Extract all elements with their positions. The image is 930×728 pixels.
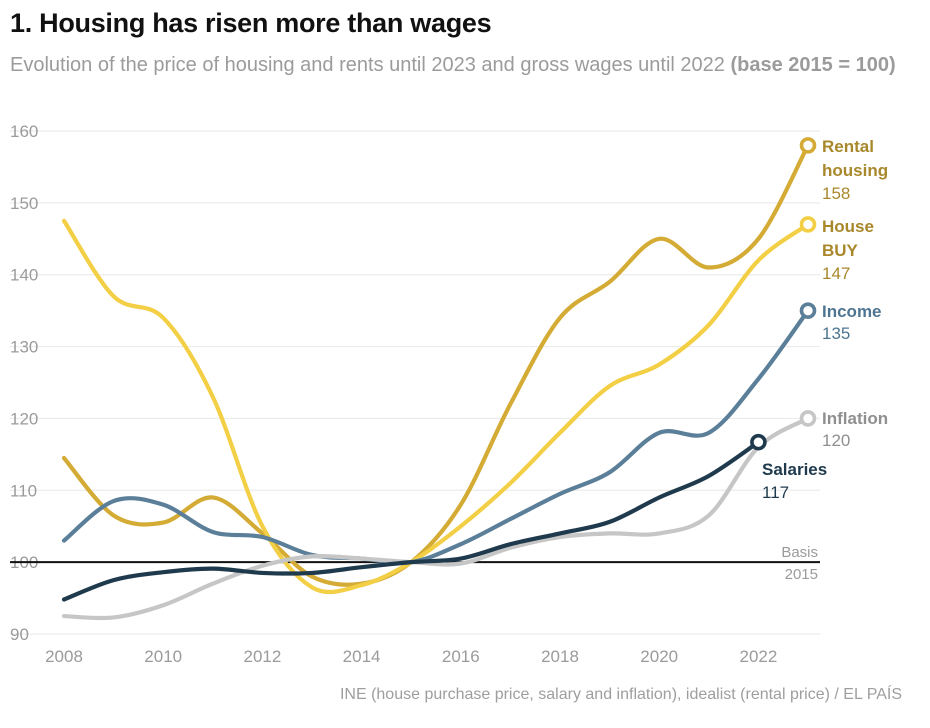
y-tick-label: 120 xyxy=(10,409,38,428)
rental-end-marker xyxy=(799,137,817,154)
x-axis-ticks: 2008 2010 2012 2014 2016 2018 2020 2022 xyxy=(45,647,777,666)
chart-title: 1. Housing has risen more than wages xyxy=(10,8,492,38)
x-tick-label: 2016 xyxy=(442,647,480,666)
series-lines xyxy=(61,143,811,621)
y-tick-label: 130 xyxy=(10,338,38,357)
income-label: Income xyxy=(822,302,882,321)
inflation-series-line xyxy=(61,416,811,621)
y-tick-label: 140 xyxy=(10,266,38,285)
x-tick-label: 2018 xyxy=(541,647,579,666)
x-tick-label: 2022 xyxy=(739,647,777,666)
inflation-end-marker xyxy=(799,410,817,427)
baseline-label: Basis xyxy=(781,544,818,561)
baseline-year-label: 2015 xyxy=(785,566,818,583)
series-labels: Rental housing 158 House BUY 147 Income 135 Infl… xyxy=(762,137,888,502)
rental-value: 158 xyxy=(822,184,850,203)
subtitle-text: Evolution of the price of housing and re… xyxy=(10,54,725,76)
source-note: INE (house purchase price, salary and in… xyxy=(339,686,902,703)
series-end-markers xyxy=(750,137,817,451)
subtitle-base-note: (base 2015 = 100) xyxy=(730,54,896,76)
x-tick-label: 2010 xyxy=(144,647,182,666)
salaries-series-line xyxy=(61,440,761,602)
x-tick-label: 2020 xyxy=(640,647,678,666)
house-end-marker xyxy=(799,216,817,233)
house-value: 147 xyxy=(822,264,850,283)
rental-series-line xyxy=(61,143,811,587)
house-label: House xyxy=(822,217,874,236)
income-value: 135 xyxy=(822,324,850,343)
y-tick-label: 160 xyxy=(10,122,38,141)
y-tick-label: 110 xyxy=(10,481,37,500)
x-tick-label: 2008 xyxy=(45,647,83,666)
x-tick-label: 2012 xyxy=(243,647,281,666)
inflation-label: Inflation xyxy=(822,409,888,428)
rental-label-line2: housing xyxy=(822,161,888,180)
income-end-marker xyxy=(799,302,817,319)
salaries-value: 117 xyxy=(762,483,789,502)
y-tick-label: 90 xyxy=(10,625,29,644)
income-series-line xyxy=(61,308,811,565)
chart-subtitle: Evolution of the price of housing and re… xyxy=(10,50,910,80)
salaries-label: Salaries xyxy=(762,460,827,479)
house-label-line2: BUY xyxy=(822,241,859,260)
y-tick-label: 150 xyxy=(10,194,38,213)
x-tick-label: 2014 xyxy=(343,647,381,666)
house-series-line xyxy=(61,218,811,595)
rental-label: Rental xyxy=(822,137,874,156)
inflation-value: 120 xyxy=(822,431,850,450)
salaries-end-marker xyxy=(750,433,767,451)
